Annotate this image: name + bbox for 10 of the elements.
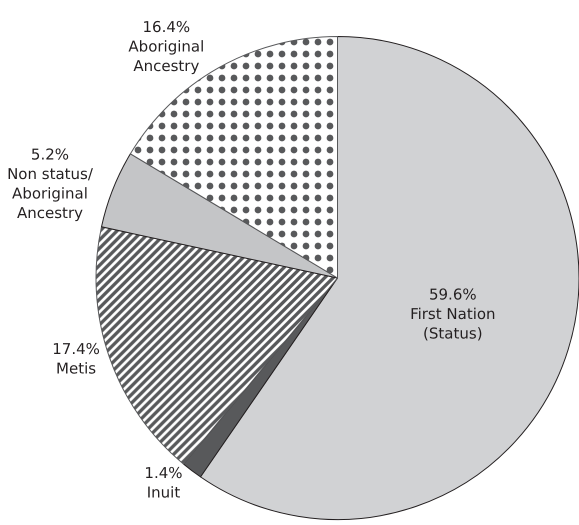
- data-label: 1.4%: [144, 464, 183, 482]
- data-label: 5.2%: [30, 146, 70, 164]
- data-label: 16.4%: [142, 18, 190, 36]
- slice-label: Metis: [56, 360, 96, 378]
- data-label: 17.4%: [52, 340, 100, 358]
- slice-label: Aboriginal Ancestry: [128, 37, 204, 75]
- data-label: 59.6%: [428, 285, 477, 304]
- slice-label: Non status/ Aboriginal Ancestry: [7, 165, 94, 222]
- slice-label: First Nation (Status): [410, 304, 496, 342]
- slice-label: Inuit: [146, 483, 180, 502]
